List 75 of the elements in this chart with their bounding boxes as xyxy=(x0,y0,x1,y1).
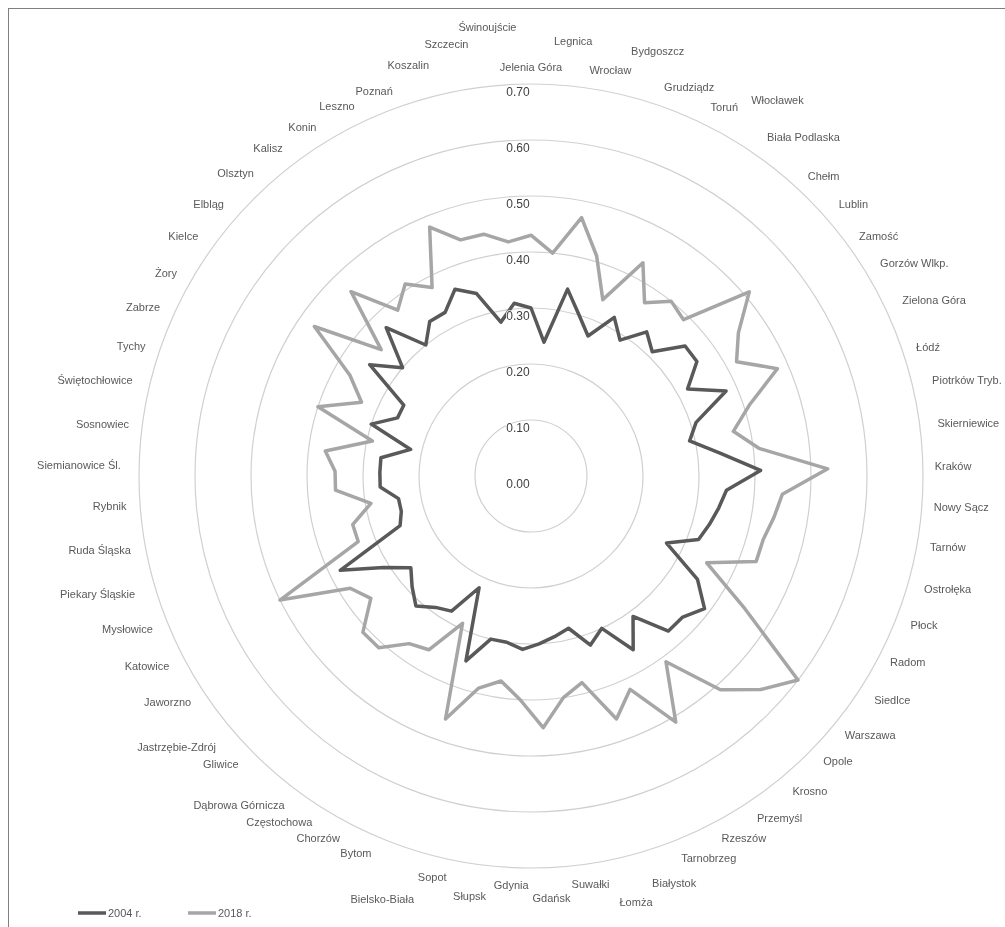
spoke-label: Jaworzno xyxy=(144,695,192,708)
spoke-label: Siedlce xyxy=(874,694,911,707)
spoke-label: Mysłowice xyxy=(102,622,153,635)
spoke-label: Szczecin xyxy=(424,38,469,51)
spoke-label: Chorzów xyxy=(296,831,340,844)
y-tick-label: 0.30 xyxy=(506,309,530,323)
spoke-label: Ruda Śląska xyxy=(68,543,132,556)
spoke-label: Płock xyxy=(910,618,939,631)
spoke-label: Olsztyn xyxy=(217,167,254,180)
spoke-label: Grudziądz xyxy=(664,81,715,94)
spoke-label: Ostrołęka xyxy=(924,583,973,596)
spoke-label: Kraków xyxy=(934,459,972,472)
spoke-label: Białystok xyxy=(652,876,697,889)
y-tick-label: 0.70 xyxy=(506,85,530,99)
spoke-label: Radom xyxy=(890,656,926,669)
spoke-label: Gdynia xyxy=(493,879,530,892)
spoke-label: Rzeszów xyxy=(721,831,767,844)
spoke-label: Sopot xyxy=(417,870,447,883)
spoke-label: Legnica xyxy=(553,34,594,47)
spoke-label: Słupsk xyxy=(453,890,487,903)
legend-label: 2018 r. xyxy=(218,906,252,919)
spoke-label: Krosno xyxy=(792,784,828,797)
spoke-label: Bydgoszcz xyxy=(631,45,685,58)
spoke-label: Włocławek xyxy=(751,93,805,106)
spoke-label: Katowice xyxy=(124,659,170,672)
spoke-label: Zielona Góra xyxy=(902,294,967,307)
spoke-label: Zabrze xyxy=(125,300,161,313)
y-tick-label: 0.10 xyxy=(506,421,530,435)
spoke-label: Opole xyxy=(823,755,853,768)
spoke-label: Jelenia Góra xyxy=(499,60,564,73)
spoke-label: Biała Podlaska xyxy=(767,130,841,143)
spoke-label: Rybnik xyxy=(92,500,127,513)
spoke-label: Dąbrowa Górnicza xyxy=(193,799,286,812)
spoke-label: Tychy xyxy=(116,339,147,352)
legend-label: 2004 r. xyxy=(108,906,142,919)
spoke-label: Konin xyxy=(288,120,317,133)
spoke-label: Łomża xyxy=(619,895,654,908)
spoke-label: Gdańsk xyxy=(532,892,571,905)
spoke-label: Elbląg xyxy=(193,197,224,210)
spoke-label: Wrocław xyxy=(589,64,632,77)
spoke-label: Tarnobrzeg xyxy=(681,852,737,865)
spoke-label: Nowy Sącz xyxy=(933,501,989,514)
spoke-label: Poznań xyxy=(355,84,393,97)
spoke-label: Żory xyxy=(155,266,178,279)
spoke-label: Zamość xyxy=(859,229,899,242)
spoke-label: Łódź xyxy=(916,340,940,353)
spoke-label: Świnoujście xyxy=(458,20,517,33)
spoke-label: Siemianowice Śl. xyxy=(37,458,121,471)
spoke-label: Przemyśl xyxy=(756,812,803,825)
spoke-label: Suwałki xyxy=(571,877,610,890)
spoke-label: Koszalin xyxy=(387,58,430,71)
spoke-label: Bytom xyxy=(340,846,372,859)
spoke-label: Skierniewice xyxy=(937,416,1000,429)
y-tick-label: 0.50 xyxy=(506,197,530,211)
spoke-label: Kalisz xyxy=(253,142,283,155)
spoke-label: Leszno xyxy=(319,100,355,113)
spoke-label: Chełm xyxy=(807,170,840,183)
spoke-label: Sosnowiec xyxy=(75,417,130,430)
spoke-label: Gliwice xyxy=(203,758,239,771)
spoke-label: Lublin xyxy=(838,197,869,210)
spoke-label: Bielsko-Biała xyxy=(350,892,415,905)
spoke-label: Gorzów Wlkp. xyxy=(880,256,949,269)
y-tick-label: 0.40 xyxy=(506,253,530,267)
spoke-label: Piotrków Tryb. xyxy=(932,373,1002,386)
y-tick-label: 0.20 xyxy=(506,365,530,379)
spoke-label: Jastrzębie-Zdrój xyxy=(137,740,217,753)
spoke-label: Kielce xyxy=(168,229,199,242)
spoke-label: Toruń xyxy=(710,101,739,114)
spoke-label: Piekary Śląskie xyxy=(59,587,136,600)
spoke-label: Warszawa xyxy=(844,729,897,742)
y-tick-label: 0.60 xyxy=(506,141,530,155)
spoke-label: Tarnów xyxy=(930,541,966,554)
spoke-label: Świętochłowice xyxy=(57,373,133,386)
spoke-label: Częstochowa xyxy=(246,816,314,829)
y-tick-label: 0.00 xyxy=(506,477,530,491)
